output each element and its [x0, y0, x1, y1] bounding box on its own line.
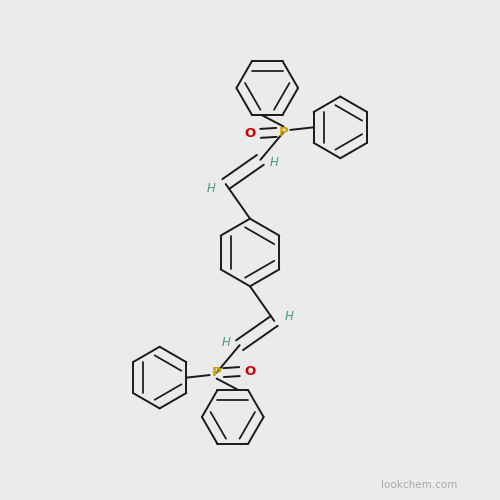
Text: lookchem.com: lookchem.com [381, 480, 457, 490]
Text: H: H [284, 310, 294, 324]
Text: O: O [244, 127, 255, 140]
Text: H: H [270, 156, 278, 169]
Text: P: P [278, 126, 288, 139]
Text: H: H [222, 336, 230, 349]
Text: O: O [245, 365, 256, 378]
Text: H: H [206, 182, 216, 194]
Text: P: P [212, 366, 222, 379]
